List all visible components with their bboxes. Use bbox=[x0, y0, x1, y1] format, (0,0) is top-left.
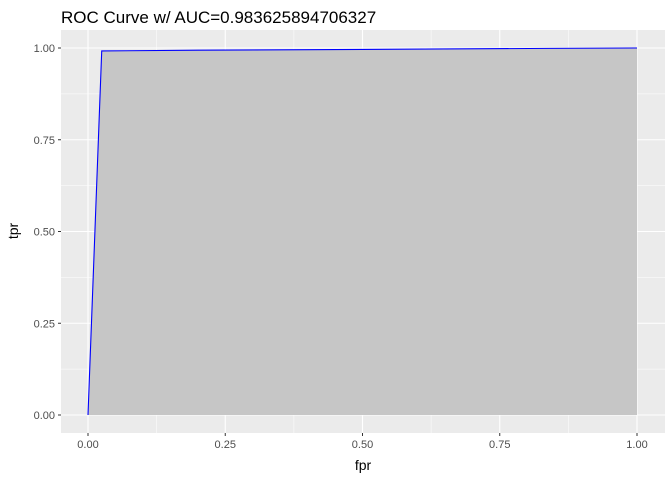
x-tick-label: 0.25 bbox=[215, 439, 236, 451]
x-axis-title: fpr bbox=[355, 457, 372, 473]
roc-area bbox=[88, 48, 637, 415]
x-axis-ticks: 0.00 0.25 0.50 0.75 1.00 bbox=[77, 433, 648, 451]
y-axis-title: tpr bbox=[5, 222, 21, 239]
x-tick-label: 0.75 bbox=[489, 439, 510, 451]
y-tick-label: 0.75 bbox=[34, 135, 55, 147]
x-tick-label: 1.00 bbox=[626, 439, 647, 451]
x-tick-label: 0.00 bbox=[77, 439, 98, 451]
chart-title: ROC Curve w/ AUC=0.983625894706327 bbox=[61, 8, 376, 27]
y-axis-ticks: 0.00 0.25 0.50 0.75 1.00 bbox=[34, 43, 61, 422]
y-tick-label: 0.00 bbox=[34, 410, 55, 422]
x-tick-label: 0.50 bbox=[352, 439, 373, 451]
y-tick-label: 0.25 bbox=[34, 318, 55, 330]
y-tick-label: 1.00 bbox=[34, 43, 55, 55]
roc-line bbox=[87, 47, 638, 416]
y-tick-label: 0.50 bbox=[34, 227, 55, 239]
